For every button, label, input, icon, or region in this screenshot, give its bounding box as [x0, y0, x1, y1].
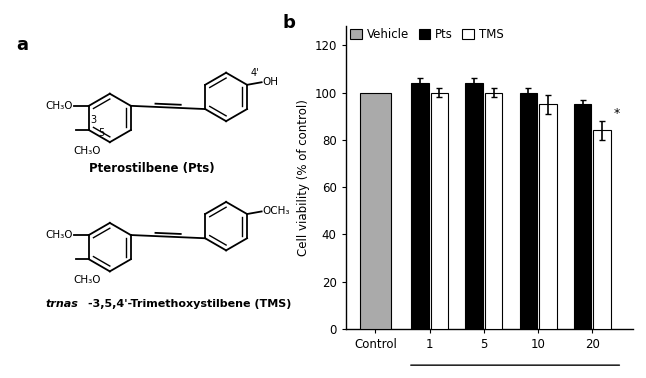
Text: 4': 4'	[250, 68, 259, 77]
Bar	[520, 93, 537, 329]
Bar	[466, 83, 483, 329]
Text: 5: 5	[98, 129, 104, 138]
Bar	[412, 83, 428, 329]
Text: Pterostilbene (Pts): Pterostilbene (Pts)	[89, 161, 214, 175]
Bar	[485, 93, 503, 329]
Text: OH: OH	[262, 77, 278, 87]
Text: a: a	[16, 36, 28, 54]
Text: *: *	[614, 107, 620, 120]
Text: CH₃O: CH₃O	[74, 146, 101, 156]
Text: trnas: trnas	[45, 299, 78, 310]
Text: b: b	[282, 14, 295, 33]
Bar	[360, 93, 391, 329]
Bar	[594, 130, 611, 329]
Text: CH₃O: CH₃O	[74, 276, 101, 285]
Bar	[431, 93, 448, 329]
Bar	[539, 104, 557, 329]
Text: 3: 3	[90, 115, 97, 125]
Y-axis label: Cell viability (% of control): Cell viability (% of control)	[297, 99, 310, 256]
Legend: Vehicle, Pts, TMS: Vehicle, Pts, TMS	[346, 23, 508, 46]
Text: CH₃O: CH₃O	[45, 230, 73, 240]
Text: -3,5,4'-Trimethoxystilbene (TMS): -3,5,4'-Trimethoxystilbene (TMS)	[88, 299, 291, 310]
Text: CH₃O: CH₃O	[45, 101, 73, 111]
Bar	[574, 104, 591, 329]
Text: OCH₃: OCH₃	[262, 206, 290, 217]
